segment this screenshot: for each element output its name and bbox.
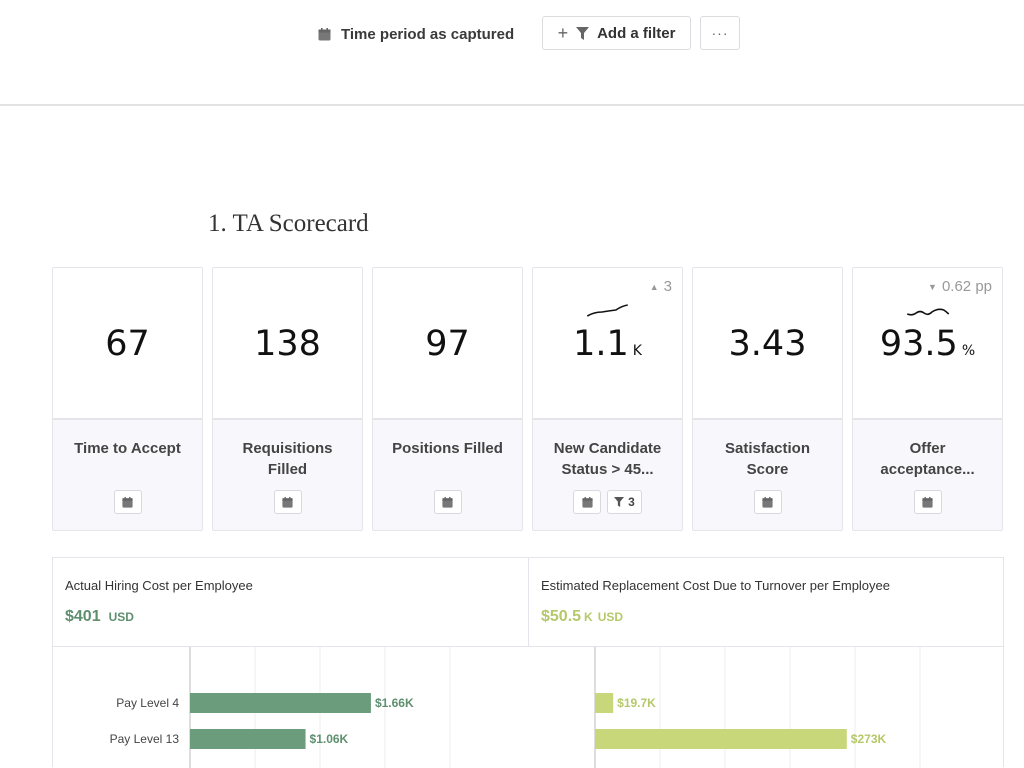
triangle-up-icon: ▲	[649, 281, 659, 292]
kpi-value: 67	[105, 324, 150, 364]
calendar-chip[interactable]	[113, 490, 142, 514]
calendar-icon	[318, 27, 331, 40]
kpi-card-new-candidate-status[interactable]: ▲ 3 1.1 K New Candidate Status > 45... 3	[532, 267, 683, 531]
hiring-cost-value: $401 USD	[65, 608, 134, 625]
calendar-icon	[922, 496, 933, 508]
toolbar-divider	[0, 104, 1024, 106]
kpi-label: Time to Accept	[74, 440, 181, 457]
delta-value: 0.62 pp	[941, 278, 992, 295]
calendar-chip[interactable]	[273, 490, 302, 514]
kpi-value: 93.5%	[879, 324, 976, 364]
sparkline	[586, 304, 628, 317]
bar-value-label: $19.7K	[617, 696, 656, 710]
replacement-cost-title: Estimated Replacement Cost Due to Turnov…	[541, 578, 891, 593]
calendar-icon	[122, 496, 133, 508]
bar[interactable]	[595, 693, 614, 713]
bar-value-label: $273K	[851, 732, 887, 746]
top-toolbar: Time period as captured + Add a filter ·…	[0, 0, 1024, 104]
kpi-label: Satisfaction Score	[724, 440, 811, 478]
kpi-card-requisitions-filled[interactable]: 138 Requisitions Filled	[212, 267, 363, 531]
calendar-icon	[762, 496, 773, 508]
more-icon: ···	[711, 25, 729, 41]
kpi-card-positions-filled[interactable]: 97 Positions Filled	[372, 267, 523, 531]
kpi-unit: K	[632, 343, 642, 359]
calendar-chip[interactable]	[573, 490, 602, 514]
category-label: Pay Level 13	[110, 732, 180, 746]
filter-chip[interactable]: 3	[607, 490, 642, 514]
kpi-value: 3.43	[728, 324, 807, 364]
kpi-label: Positions Filled	[392, 440, 503, 457]
plus-icon: +	[557, 22, 569, 43]
kpi-card-time-to-accept[interactable]: 67 Time to Accept	[52, 267, 203, 531]
replacement-cost-value: $50.5 K USD	[541, 608, 624, 625]
cost-bar-charts: Pay Level 4 $1.66K Pay Level 13 $1.06K $19.7…	[110, 647, 921, 768]
kpi-card-offer-acceptance[interactable]: ▼ 0.62 pp 93.5% Offer acceptance...	[852, 267, 1003, 531]
sparkline	[906, 308, 950, 316]
add-filter-button[interactable]: + Add a filter	[542, 16, 691, 50]
calendar-chip[interactable]	[913, 490, 942, 514]
bar[interactable]	[595, 729, 847, 749]
calendar-chip[interactable]	[753, 490, 782, 514]
bar[interactable]	[190, 693, 371, 713]
section-title: 1. TA Scorecard	[208, 210, 369, 237]
add-filter-label: Add a filter	[597, 24, 676, 42]
more-options-button[interactable]: ···	[700, 16, 740, 50]
delta-value: 3	[663, 278, 672, 295]
cost-charts: Pay Level 4 $1.66K Pay Level 13 $1.06K $19.7…	[53, 647, 1003, 768]
calendar-icon	[282, 496, 293, 508]
calendar-icon	[582, 496, 593, 508]
calendar-icon	[442, 496, 453, 508]
calendar-chip[interactable]	[433, 490, 462, 514]
kpi-card-satisfaction-score[interactable]: 3.43 Satisfaction Score	[692, 267, 843, 531]
kpi-unit: %	[961, 343, 976, 359]
hiring-cost-title: Actual Hiring Cost per Employee	[65, 578, 253, 593]
bar-value-label: $1.66K	[375, 696, 414, 710]
delta-indicator: ▲ 3	[650, 278, 672, 295]
filter-count: 3	[628, 495, 635, 509]
filter-icon	[614, 497, 625, 507]
kpi-label: New Candidate Status > 45...	[553, 440, 662, 478]
filter-icon	[576, 26, 590, 40]
bar[interactable]	[190, 729, 306, 749]
triangle-down-icon: ▼	[928, 281, 937, 292]
time-period-label: Time period as captured	[341, 25, 515, 43]
kpi-value: 138	[254, 324, 321, 364]
delta-indicator: ▼ 0.62 pp	[928, 278, 992, 295]
kpi-label: Requisitions Filled	[242, 440, 333, 478]
kpi-value: 97	[425, 324, 470, 364]
kpi-label: Offer acceptance...	[880, 440, 975, 478]
bar-value-label: $1.06K	[310, 732, 349, 746]
category-label: Pay Level 4	[116, 696, 179, 710]
time-period-control[interactable]: Time period as captured	[318, 18, 514, 50]
cost-panel: Actual Hiring Cost per Employee $401 USD …	[52, 557, 1004, 768]
kpi-value: 1.1 K	[573, 324, 642, 364]
